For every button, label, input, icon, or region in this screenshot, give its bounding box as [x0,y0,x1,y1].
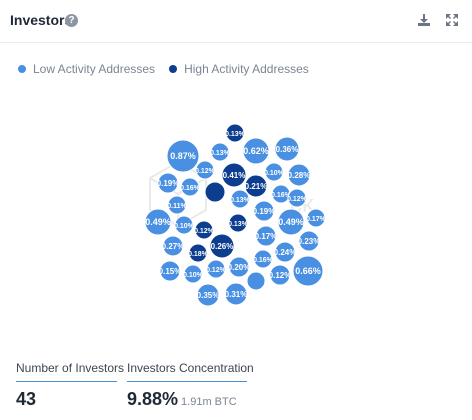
bubble-low-29[interactable] [196,283,220,307]
bubble-label-low-9: 0.16% [271,192,292,199]
bubble-low-25[interactable] [206,259,226,279]
bubble-high-7[interactable] [204,181,226,203]
bubble-label-low-2: 0.62% [243,146,269,156]
bubble-low-19[interactable] [162,235,184,257]
legend-label-low: Low Activity Addresses [33,62,156,76]
bubble-label-low-3: 0.36% [276,145,299,154]
bubble-low-3[interactable] [274,136,300,162]
bubble-label-high-6: 0.18% [188,251,209,258]
bubble-label-high-3: 0.13% [228,221,249,228]
bubble-low-18[interactable] [255,225,277,247]
stat-btc-amount: 1.91m BTC [181,396,237,408]
download-icon[interactable] [416,12,432,28]
bubble-label-low-13: 0.12% [287,196,308,203]
bubble-label-low-12: 0.19% [253,207,276,216]
bubble-low-8[interactable] [180,177,200,197]
bubble-low-11[interactable] [230,189,250,209]
bubble-high-4[interactable] [194,220,214,240]
legend-dot-high [169,65,178,73]
bubble-low-27[interactable] [183,264,203,284]
panel-title: Investors [10,12,73,28]
bubble-label-low-26: 0.12% [269,271,292,280]
bubble-label-low-8: 0.16% [180,185,201,192]
bubble-low-16[interactable] [277,208,305,236]
bubble-low-2[interactable] [242,137,270,165]
bubble-low-23[interactable] [159,260,181,282]
stat-number-of-investors: Number of Investors 43 [16,361,124,410]
stat-value-investors: 43 [16,389,37,409]
bubble-label-low-1: 0.13% [210,150,231,157]
bubble-label-low-4: 0.12% [195,168,216,175]
bubble-low-5[interactable] [264,162,284,182]
bubble-label-low-29: 0.35% [197,291,220,300]
bubble-label-low-24: 0.16% [253,257,274,264]
bubble-low-24[interactable] [253,249,273,269]
bubble-low-20[interactable] [298,230,320,252]
bubble-label-low-5: 0.10% [264,170,285,177]
bubble-low-12[interactable] [253,200,275,222]
bubble-label-low-21: 0.20% [228,263,251,272]
bubble-label-high-5: 0.26% [211,242,234,251]
bubble-low-13[interactable] [287,188,307,208]
bubble-low-4[interactable] [195,160,215,180]
bubble-chart: ck 0.87%0.13%0.62%0.36%0.12%0.10%0.28%0.… [144,123,327,307]
bubble-label-high-4: 0.12% [194,228,215,235]
bubble-label-low-11: 0.13% [230,197,251,204]
bubble-label-low-14: 0.49% [145,217,171,227]
stat-value-concentration: 9.88% 1.91m BTC [127,389,237,409]
legend-item-low[interactable]: Low Activity Addresses [18,62,155,76]
bubble-low-0[interactable] [166,139,200,173]
bubble-high-5[interactable] [209,233,235,259]
bubble-label-high-2: 0.21% [245,182,268,191]
stat-label-concentration: Investors Concentration [127,361,254,382]
bubble-label-high-0: 0.13% [225,131,246,138]
bubble-low-10[interactable] [167,195,187,215]
bubble-low-26[interactable] [269,264,291,286]
bubble-label-low-17: 0.17% [306,216,327,223]
bubble-label-low-7: 0.19% [157,179,180,188]
bubble-label-low-15: 0.10% [174,223,195,230]
bubble-high-2[interactable] [244,174,268,198]
question-circle-icon[interactable]: ? [65,14,78,27]
bubble-low-21[interactable] [228,256,250,278]
bubble-label-low-22: 0.24% [274,248,297,257]
bubble-label-low-28: 0.66% [295,266,321,276]
bubble-label-low-10: 0.11% [167,203,187,210]
bubble-low-15[interactable] [174,215,194,235]
bubble-high-6[interactable] [188,243,208,263]
bubble-label-low-25: 0.12% [206,267,227,274]
bubble-low-31[interactable] [246,271,266,291]
bubble-low-22[interactable] [274,241,296,263]
legend-item-high[interactable]: High Activity Addresses [169,62,309,76]
bubble-low-30[interactable] [224,282,248,306]
bubble-low-1[interactable] [210,142,230,162]
stat-label-investors: Number of Investors [16,361,124,382]
bubble-high-3[interactable] [228,213,248,233]
bubble-high-1[interactable] [221,162,247,188]
bubble-label-low-19: 0.27% [162,242,185,251]
bubble-label-low-30: 0.31% [225,290,248,299]
legend-dot-low [18,65,26,73]
bubble-low-7[interactable] [157,172,179,194]
bubble-label-low-20: 0.23% [298,237,321,246]
bubble-label-low-18: 0.17% [255,232,278,241]
bubble-label-low-27: 0.10% [183,272,204,279]
panel-header: Investors ? [0,0,472,43]
stat-investors-concentration: Investors Concentration 9.88% 1.91m BTC [127,361,254,410]
bubble-label-low-0: 0.87% [170,151,196,161]
chart-legend: Low Activity Addresses High Activity Add… [18,62,309,76]
bubble-low-6[interactable] [287,163,311,187]
bubble-label-low-16: 0.49% [278,217,304,227]
bubble-low-14[interactable] [144,208,172,236]
expand-icon[interactable] [444,12,460,28]
bubble-label-low-6: 0.28% [288,171,311,180]
bubble-high-0[interactable] [225,123,245,143]
bubble-low-17[interactable] [306,208,326,228]
bubble-label-high-1: 0.41% [223,171,246,180]
legend-label-high: High Activity Addresses [184,62,309,76]
bubble-low-28[interactable] [292,255,324,287]
bubble-label-low-23: 0.15% [159,267,182,276]
